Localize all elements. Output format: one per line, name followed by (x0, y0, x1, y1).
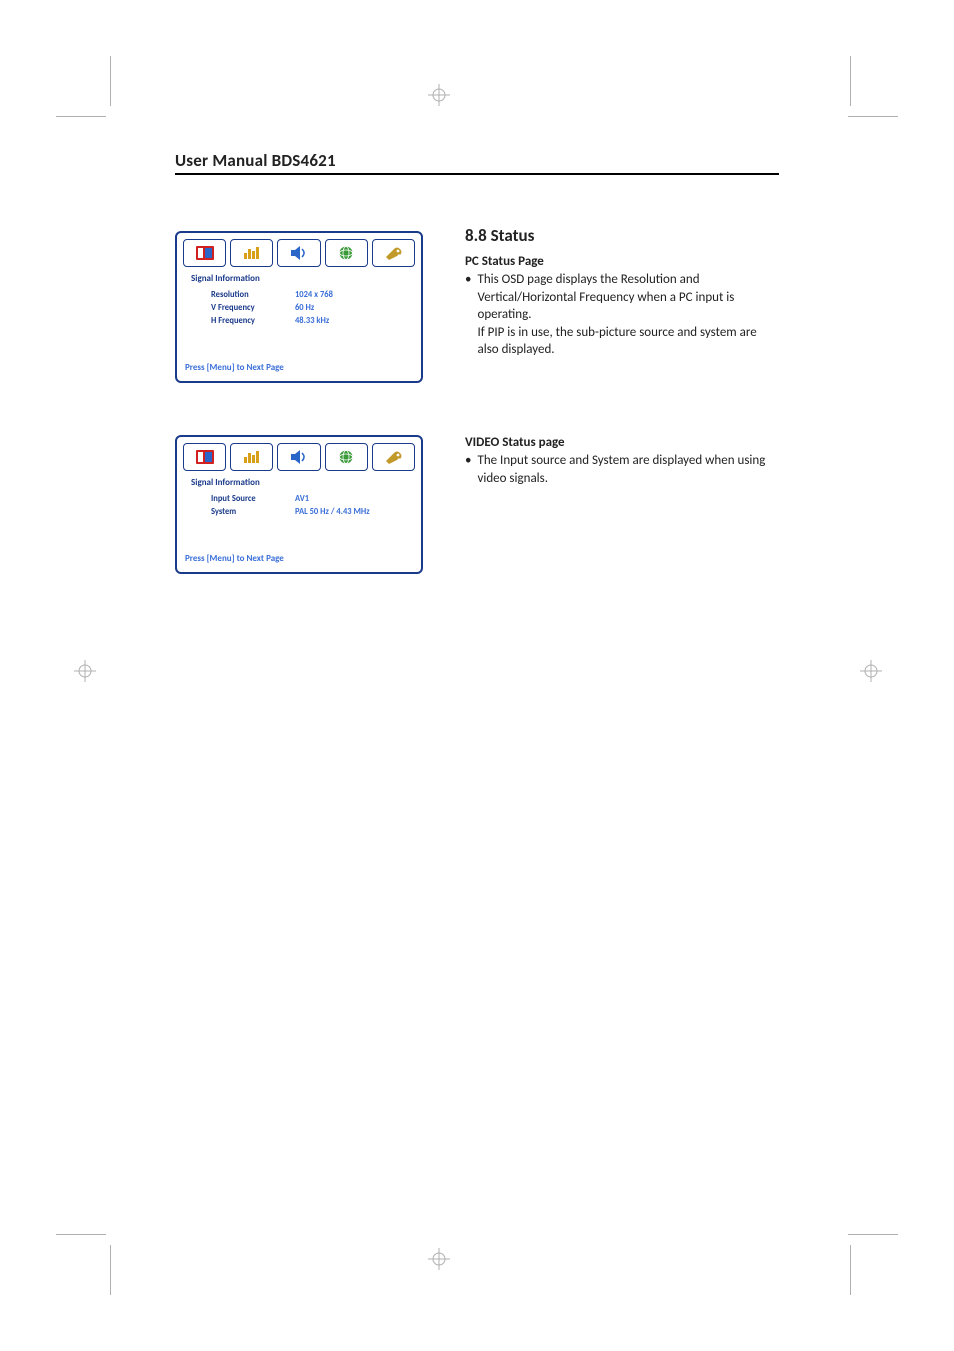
osd-tabs (183, 443, 415, 471)
globe-icon (325, 239, 368, 267)
crop-mark (110, 56, 111, 106)
crop-mark (110, 1245, 111, 1295)
content-area: User Manual BDS4621 (175, 150, 779, 626)
crop-mark (56, 116, 106, 117)
manual-page: User Manual BDS4621 (0, 0, 954, 1351)
osd-key: H Frequency (211, 316, 283, 326)
pc-status-subhead: PC Status Page (465, 254, 779, 269)
osd-key: System (211, 507, 283, 517)
osd-key: Resolution (211, 290, 283, 300)
image-icon (183, 239, 226, 267)
osd-row: H Frequency 48.33 kHz (211, 316, 415, 326)
osd-pc-rows: Resolution 1024 x 768 V Frequency 60 Hz … (183, 290, 415, 326)
pc-osd-column: Signal Information Resolution 1024 x 768… (175, 201, 423, 383)
video-status-bullet: • The Input source and System are displa… (465, 452, 779, 487)
crop-mark (848, 116, 898, 117)
osd-video-rows: Input Source AV1 System PAL 50 Hz / 4.43… (183, 494, 415, 517)
osd-box-video: Signal Information Input Source AV1 Syst… (175, 435, 423, 574)
equalizer-icon (230, 239, 273, 267)
video-status-text: VIDEO Status page • The Input source and… (465, 435, 779, 574)
crop-mark (850, 56, 851, 106)
osd-box-pc: Signal Information Resolution 1024 x 768… (175, 231, 423, 383)
globe-icon (325, 443, 368, 471)
osd-footer: Press [Menu] to Next Page (185, 553, 415, 564)
osd-key: Input Source (211, 494, 283, 504)
speaker-icon (277, 443, 320, 471)
pc-status-bullet: • This OSD page displays the Resolution … (465, 271, 779, 359)
osd-key: V Frequency (211, 303, 283, 313)
osd-row: System PAL 50 Hz / 4.43 MHz (211, 507, 415, 517)
video-status-bullet-text: The Input source and System are displaye… (477, 452, 779, 487)
registration-mark (74, 660, 96, 682)
osd-val: 60 Hz (295, 303, 314, 313)
pc-status-text: 8.8 Status PC Status Page • This OSD pag… (465, 201, 779, 383)
osd-row: Resolution 1024 x 768 (211, 290, 415, 300)
pc-status-extra-text: If PIP is in use, the sub-picture source… (477, 325, 756, 358)
crop-mark (56, 1234, 106, 1235)
wrench-icon (372, 443, 415, 471)
pc-status-block: Signal Information Resolution 1024 x 768… (175, 201, 779, 383)
bullet-dot: • (465, 452, 471, 487)
registration-mark (860, 660, 882, 682)
equalizer-icon (230, 443, 273, 471)
video-osd-column: Signal Information Input Source AV1 Syst… (175, 435, 423, 574)
osd-tabs (183, 239, 415, 267)
pc-status-bullet-text: This OSD page displays the Resolution an… (477, 272, 734, 322)
section-heading: 8.8 Status (465, 225, 779, 246)
osd-row: V Frequency 60 Hz (211, 303, 415, 313)
video-status-block: Signal Information Input Source AV1 Syst… (175, 435, 779, 574)
osd-val: AV1 (295, 494, 309, 504)
registration-mark (428, 84, 450, 106)
osd-val: 48.33 kHz (295, 316, 329, 326)
speaker-icon (277, 239, 320, 267)
crop-mark (848, 1234, 898, 1235)
osd-row: Input Source AV1 (211, 494, 415, 504)
registration-mark (428, 1248, 450, 1270)
osd-val: PAL 50 Hz / 4.43 MHz (295, 507, 370, 517)
osd-val: 1024 x 768 (295, 290, 333, 300)
page-title: User Manual BDS4621 (175, 150, 336, 171)
wrench-icon (372, 239, 415, 267)
image-icon (183, 443, 226, 471)
video-status-subhead: VIDEO Status page (465, 435, 779, 450)
bullet-dot: • (465, 271, 471, 359)
osd-section-label: Signal Information (191, 477, 415, 488)
crop-mark (850, 1245, 851, 1295)
osd-section-label: Signal Information (191, 273, 415, 284)
osd-footer: Press [Menu] to Next Page (185, 362, 415, 373)
page-title-row: User Manual BDS4621 (175, 150, 779, 175)
